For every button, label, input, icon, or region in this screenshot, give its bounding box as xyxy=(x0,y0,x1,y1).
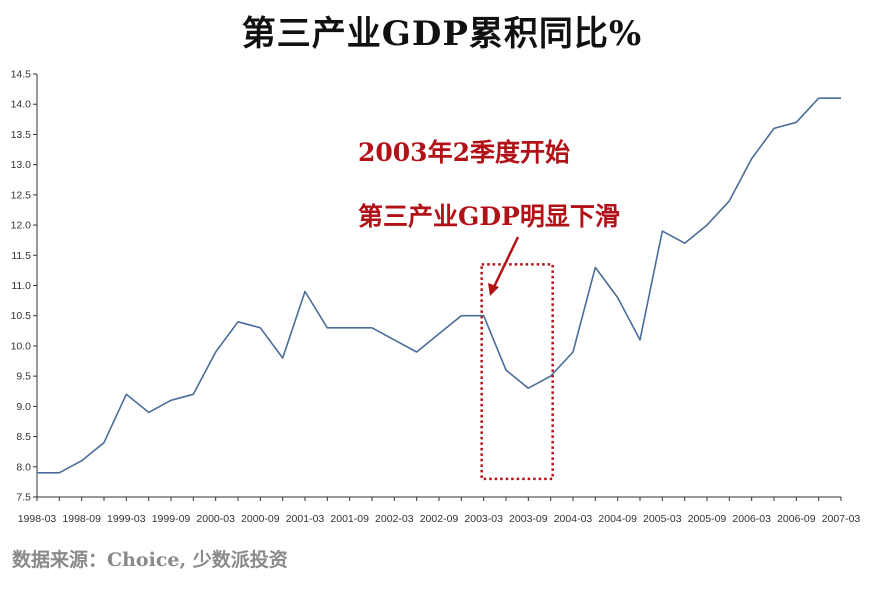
highlight-box-group xyxy=(480,263,554,481)
x-tick-label: 2003-03 xyxy=(464,513,503,525)
y-tick-label: 11.0 xyxy=(11,280,31,292)
y-tick-label: 9.0 xyxy=(16,401,31,413)
x-tick-label: 2005-03 xyxy=(643,513,682,525)
y-tick-label: 12.0 xyxy=(11,220,32,232)
y-tick-label: 10.0 xyxy=(11,340,32,352)
x-tick-label: 2000-03 xyxy=(196,513,235,525)
y-tick-label: 14.0 xyxy=(11,99,32,111)
x-tick-label: 1998-03 xyxy=(18,513,57,525)
annotation-arrow-group xyxy=(488,236,520,296)
x-tick-label: 2002-09 xyxy=(420,513,459,525)
highlight-box xyxy=(480,263,554,481)
chart-title: 第三产业GDP累积同比% xyxy=(241,14,643,54)
x-tick-label: 1998-09 xyxy=(62,513,101,525)
x-tick-label: 2002-03 xyxy=(375,513,414,525)
x-tick-label: 2003-09 xyxy=(509,513,548,525)
x-tick-label: 2001-09 xyxy=(330,513,369,525)
x-axis-ticks: 1998-03 1998-09 1999-03 1999-09 2000-03 2000-… xyxy=(18,497,861,525)
arrow-shaft xyxy=(491,236,520,290)
x-tick-label: 1999-09 xyxy=(152,513,191,525)
x-tick-label: 2007-03 xyxy=(822,513,861,525)
x-tick-label: 2006-03 xyxy=(732,513,771,525)
x-tick-label: 2001-03 xyxy=(286,513,325,525)
y-axis-ticks: 7.5 8.0 8.5 9.0 9.5 10.0 10.5 11.0 11.5 12.0 12.5 1… xyxy=(11,69,37,504)
series-group xyxy=(36,97,842,474)
series-line xyxy=(37,97,841,474)
y-tick-label: 11.5 xyxy=(11,250,31,262)
annotation-line-1: 2003年2季度开始 xyxy=(358,138,570,167)
y-tick-label: 7.5 xyxy=(16,492,31,504)
annotation-line-2: 第三产业GDP明显下滑 xyxy=(358,202,620,231)
x-tick-label: 2004-03 xyxy=(554,513,593,525)
source-note: 数据来源：Choice, 少数派投资 xyxy=(12,549,288,571)
x-tick-label: 2000-09 xyxy=(241,513,280,525)
x-tick-label: 2006-09 xyxy=(777,513,816,525)
x-tick-label: 2005-09 xyxy=(688,513,727,525)
arrow-head xyxy=(488,283,499,296)
y-tick-label: 12.5 xyxy=(11,189,32,201)
x-tick-label: 2004-09 xyxy=(598,513,637,525)
y-tick-label: 8.0 xyxy=(16,461,31,473)
y-tick-label: 10.5 xyxy=(11,310,32,322)
y-tick-label: 8.5 xyxy=(16,431,31,443)
x-tick-label: 1999-03 xyxy=(107,513,146,525)
y-tick-label: 13.0 xyxy=(11,159,32,171)
y-tick-label: 9.5 xyxy=(16,371,31,383)
y-tick-label: 13.5 xyxy=(11,129,32,141)
y-tick-label: 14.5 xyxy=(11,69,32,81)
